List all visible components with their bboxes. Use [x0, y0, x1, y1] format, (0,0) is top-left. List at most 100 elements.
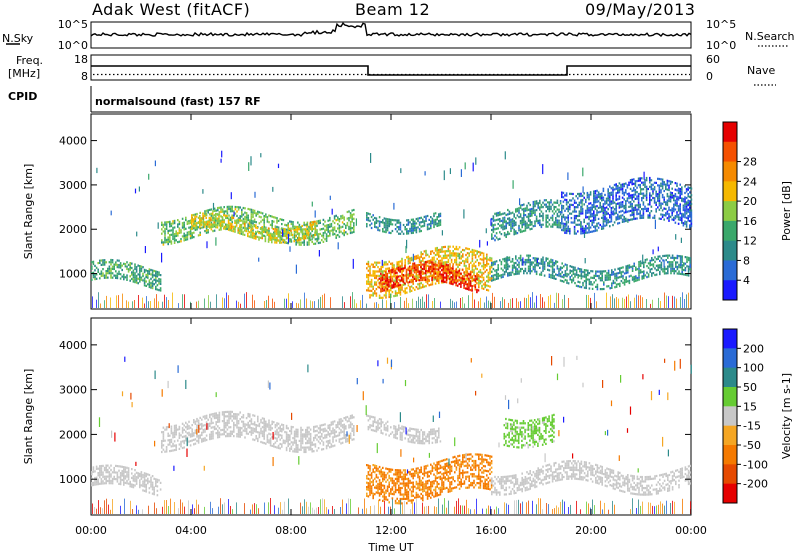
cell — [577, 285, 579, 288]
cell — [213, 214, 216, 217]
cell — [128, 301, 129, 308]
cell — [367, 217, 370, 220]
cell — [196, 228, 198, 231]
cell — [455, 248, 458, 251]
cell — [412, 220, 414, 223]
cell — [500, 274, 503, 277]
cell — [535, 217, 538, 220]
cell — [119, 472, 122, 475]
cell — [535, 264, 538, 267]
cell — [229, 226, 231, 230]
cell — [676, 211, 678, 214]
cell — [412, 280, 414, 283]
cell — [268, 229, 270, 233]
cell — [447, 272, 450, 275]
cell — [412, 267, 414, 270]
cell — [617, 191, 619, 194]
cell — [661, 215, 664, 219]
cell — [242, 213, 245, 216]
cell — [513, 215, 515, 218]
cell — [116, 272, 119, 275]
cell — [556, 265, 559, 268]
cell — [654, 267, 656, 270]
cell — [534, 220, 536, 223]
cell — [293, 236, 296, 239]
cell — [551, 225, 554, 228]
cell — [593, 230, 595, 233]
cell — [551, 223, 554, 226]
cell — [646, 299, 647, 308]
cell — [317, 233, 320, 236]
freq-tick-low: 8 — [81, 70, 88, 83]
cell — [639, 203, 641, 206]
cell — [463, 271, 465, 274]
cell — [285, 232, 287, 235]
cell — [619, 267, 621, 270]
cell — [685, 225, 688, 228]
cell — [489, 267, 491, 271]
cell — [593, 210, 595, 213]
cell — [260, 216, 262, 219]
cell — [314, 227, 316, 230]
cell — [180, 440, 182, 443]
cell — [623, 281, 626, 284]
cell — [317, 219, 320, 223]
cell — [690, 209, 693, 212]
cell — [611, 271, 613, 274]
cell — [164, 228, 166, 231]
cell — [505, 224, 507, 227]
cell — [105, 477, 107, 480]
cell — [534, 200, 536, 203]
cell — [381, 287, 384, 290]
cell — [388, 220, 390, 223]
cell — [388, 270, 390, 273]
cell — [452, 245, 454, 248]
cell — [218, 206, 221, 209]
cell — [394, 283, 397, 286]
cell — [559, 222, 562, 225]
cell — [588, 278, 591, 281]
cell — [580, 210, 582, 213]
cell — [135, 268, 138, 271]
cell — [553, 223, 555, 226]
cell — [491, 261, 493, 265]
cell — [272, 298, 273, 308]
cell — [413, 264, 416, 267]
cell — [400, 168, 402, 174]
cell — [124, 475, 127, 478]
cell — [447, 275, 449, 278]
cell — [285, 228, 288, 231]
cell — [639, 260, 642, 263]
cell — [558, 272, 560, 275]
cell — [213, 225, 216, 228]
cell — [398, 265, 400, 268]
cell — [564, 222, 566, 226]
cell — [469, 284, 472, 287]
cell — [116, 266, 119, 269]
cell — [494, 296, 495, 308]
cell — [215, 212, 217, 216]
cell — [147, 283, 149, 286]
cell — [420, 260, 422, 263]
cell — [273, 220, 275, 223]
cell — [531, 270, 533, 273]
cell — [470, 261, 472, 264]
cell — [644, 207, 646, 210]
cell — [306, 298, 307, 308]
cell — [622, 281, 624, 284]
cell — [232, 230, 235, 233]
cell — [393, 275, 395, 278]
cell — [255, 221, 257, 224]
cell — [292, 221, 294, 224]
cell — [677, 216, 680, 219]
cell — [473, 284, 475, 287]
cell — [513, 230, 515, 234]
cell — [175, 444, 177, 447]
cell — [680, 256, 682, 265]
cell — [562, 222, 565, 225]
cell — [295, 228, 297, 231]
cell — [151, 276, 154, 279]
cell — [683, 268, 685, 272]
cell — [663, 200, 665, 204]
cell — [639, 179, 641, 182]
